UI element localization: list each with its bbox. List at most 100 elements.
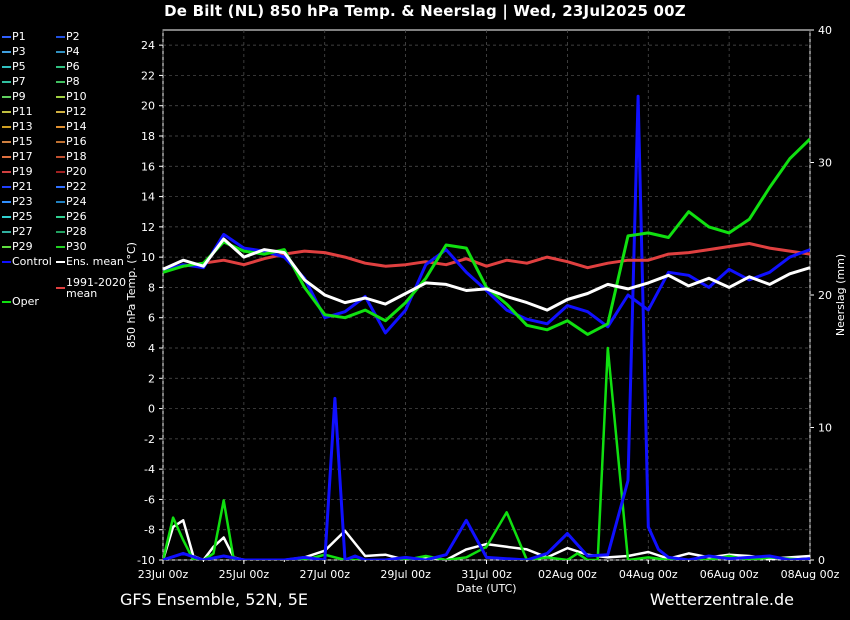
y-tick-label: -8 xyxy=(144,524,155,537)
legend-label: P12 xyxy=(66,105,87,118)
legend-label: P10 xyxy=(66,90,87,103)
y-tick-label: 4 xyxy=(148,342,155,355)
legend-item: P1 xyxy=(2,30,26,44)
y-tick-label: 12 xyxy=(141,221,155,234)
temp-line-ens-mean xyxy=(163,237,810,312)
legend-label: P15 xyxy=(12,135,33,148)
legend-item: P28 xyxy=(56,225,87,239)
legend-item: P15 xyxy=(2,135,33,149)
footer-site-label: Wetterzentrale.de xyxy=(649,590,794,609)
legend-swatch xyxy=(2,111,11,113)
temp-line-oper xyxy=(163,137,810,336)
legend-item: P3 xyxy=(2,45,26,59)
legend-swatch xyxy=(56,201,65,203)
legend-label: Ens. mean xyxy=(66,255,124,268)
legend-label: P8 xyxy=(66,75,80,88)
legend-swatch xyxy=(2,36,11,38)
legend-label: P2 xyxy=(66,30,80,43)
legend-label: P7 xyxy=(12,75,26,88)
y-tick-label: 18 xyxy=(141,130,155,143)
y2-tick-label: 10 xyxy=(818,422,832,435)
y-tick-label: 10 xyxy=(141,251,155,264)
legend-label: P23 xyxy=(12,195,33,208)
legend-item: P12 xyxy=(56,105,87,119)
footer-model-label: GFS Ensemble, 52N, 5E xyxy=(120,590,308,609)
legend-swatch xyxy=(56,51,65,53)
precip-line-ens-mean xyxy=(163,519,810,560)
legend-swatch xyxy=(2,96,11,98)
x-tick-label: 27Jul 00z xyxy=(299,568,350,581)
legend-swatch xyxy=(56,186,65,188)
legend-swatch xyxy=(2,141,11,143)
legend-swatch xyxy=(2,66,11,68)
legend-item: P21 xyxy=(2,180,33,194)
legend-label: P16 xyxy=(66,135,87,148)
legend-item: P29 xyxy=(2,240,33,254)
legend-swatch xyxy=(56,216,65,218)
y2-tick-label: 30 xyxy=(818,157,832,170)
y-tick-label: -2 xyxy=(144,433,155,446)
legend-item: P23 xyxy=(2,195,33,209)
legend-label: P17 xyxy=(12,150,33,163)
legend-swatch xyxy=(2,231,11,233)
precip-line-control xyxy=(163,94,810,560)
legend-label: P18 xyxy=(66,150,87,163)
y-tick-label: 0 xyxy=(148,403,155,416)
legend-swatch xyxy=(56,171,65,173)
legend-item: P17 xyxy=(2,150,33,164)
legend-item: P10 xyxy=(56,90,87,104)
legend-label: P6 xyxy=(66,60,80,73)
legend-item: P14 xyxy=(56,120,87,134)
x-tick-label: 23Jul 00z xyxy=(138,568,189,581)
legend-item: P27 xyxy=(2,225,33,239)
legend-label: P22 xyxy=(66,180,87,193)
legend-swatch xyxy=(2,216,11,218)
legend-swatch xyxy=(56,141,65,143)
legend-swatch xyxy=(56,287,65,289)
legend-swatch xyxy=(2,301,11,303)
legend-label: P11 xyxy=(12,105,33,118)
temp-line-climate-mean xyxy=(163,242,810,271)
legend-label: P21 xyxy=(12,180,33,193)
y2-tick-label: 0 xyxy=(818,554,825,567)
legend-item: P4 xyxy=(56,45,80,59)
y2-tick-label: 20 xyxy=(818,289,832,302)
legend-item: Control xyxy=(2,255,52,269)
legend-label: 1991-2020 mean xyxy=(66,276,126,300)
x-tick-label: 06Aug 00z xyxy=(700,568,759,581)
legend-label: Oper xyxy=(12,295,39,308)
legend-label: P13 xyxy=(12,120,33,133)
y-tick-label: -10 xyxy=(137,554,155,567)
legend-item: P8 xyxy=(56,75,80,89)
legend-swatch xyxy=(56,66,65,68)
legend-item: P25 xyxy=(2,210,33,224)
legend-swatch xyxy=(2,126,11,128)
legend-item: P11 xyxy=(2,105,33,119)
y2-axis-label: Neerslag (mm) xyxy=(834,254,847,336)
x-tick-label: 08Aug 00z xyxy=(781,568,840,581)
legend-swatch xyxy=(56,156,65,158)
legend-swatch xyxy=(2,201,11,203)
legend-label: P9 xyxy=(12,90,26,103)
legend-swatch xyxy=(2,51,11,53)
y2-tick-label: 40 xyxy=(818,24,832,37)
legend-label: P19 xyxy=(12,165,33,178)
x-tick-label: 25Jul 00z xyxy=(219,568,270,581)
legend-item: P19 xyxy=(2,165,33,179)
legend-item: P9 xyxy=(2,90,26,104)
legend-item: 1991-2020 mean xyxy=(56,277,136,299)
x-tick-label: 04Aug 00z xyxy=(619,568,678,581)
legend-label: P25 xyxy=(12,210,33,223)
legend-item: P16 xyxy=(56,135,87,149)
legend-label: P24 xyxy=(66,195,87,208)
x-tick-label: 02Aug 00z xyxy=(538,568,597,581)
legend-label: P5 xyxy=(12,60,26,73)
legend-swatch xyxy=(2,186,11,188)
legend-label: P26 xyxy=(66,210,87,223)
legend-label: P29 xyxy=(12,240,33,253)
y-tick-label: 16 xyxy=(141,160,155,173)
legend-label: P4 xyxy=(66,45,80,58)
y-tick-label: 20 xyxy=(141,100,155,113)
legend-item: P5 xyxy=(2,60,26,74)
legend-item: P13 xyxy=(2,120,33,134)
